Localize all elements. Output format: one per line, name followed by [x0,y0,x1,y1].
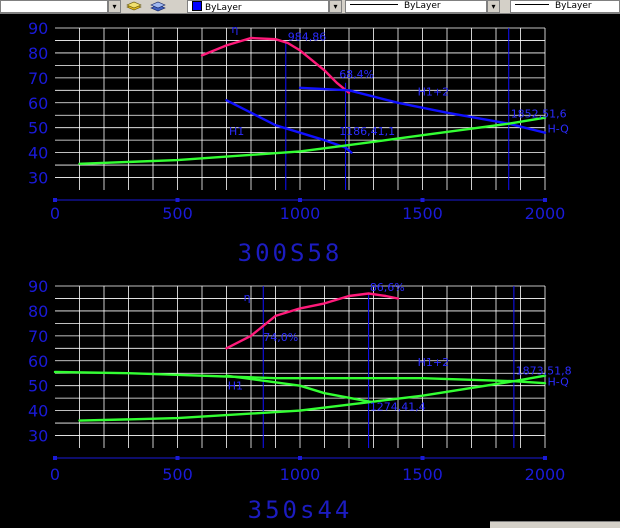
chart-300s58: 30 40 50 60 70 80 90 0 500 1000 1500 2000 η 984,86 68,… [28,19,569,267]
color-swatch [192,1,202,11]
series-line-- [200,36,351,94]
y-tick-label: 50 [28,377,48,396]
x-tick-label: 1500 [402,465,443,484]
annotation-label: η [244,291,251,304]
layer-dropdown-arrow[interactable]: ▾ [108,0,121,13]
x-tick-label: 500 [162,204,193,223]
series-line-h1 [225,374,373,404]
lineweight-control[interactable]: ByLayer [510,0,620,13]
annotation-label: 68,4% [339,68,374,81]
make-layer-current-icon[interactable] [126,1,142,12]
x-tick-dot [543,198,547,202]
annotation-label: η [231,23,238,36]
x-tick-dot [53,456,57,460]
linetype-control[interactable]: ByLayer [345,0,487,13]
annotation-label: 1274,41,4 [370,401,426,414]
x-tick-label: 1000 [280,465,321,484]
annotation-label: H1 [228,379,243,392]
series-line-- [225,292,400,350]
y-tick-label: 70 [28,69,48,88]
y-tick-label: 30 [28,427,48,446]
chart-title: 300S58 [238,239,343,267]
y-tick-label: 40 [28,144,48,163]
x-tick-dot [298,456,302,460]
y-tick-label: 80 [28,44,48,63]
linetype-control-arrow[interactable]: ▾ [487,0,500,13]
series-line-h-q [78,116,547,165]
linetype-control-label: ByLayer [404,1,441,11]
chart-title: 350s44 [248,496,353,524]
layer-previous-icon[interactable] [150,1,166,12]
x-tick-label: 0 [50,204,60,223]
color-control[interactable]: ByLayer [187,0,329,13]
annotation-label: 86,6% [370,281,405,294]
series-line-h1-2 [298,86,547,134]
annotation-label: H1+2 [418,85,450,98]
x-tick-label: 1500 [402,204,443,223]
properties-toolbar: ▾ ByLayer ▾ ByLayer ▾ ByLayer [0,0,620,14]
annotation-label: 984,86 [288,30,327,43]
color-control-arrow[interactable]: ▾ [329,0,342,13]
lineweight-control-label: ByLayer [555,1,592,11]
y-tick-label: 90 [28,19,48,38]
x-tick-dot [175,198,180,202]
x-tick-dot [420,198,425,202]
x-tick-label: 2000 [525,204,566,223]
x-tick-dot [175,456,180,460]
y-tick-label: 30 [28,169,48,188]
x-tick-label: 0 [50,465,60,484]
x-tick-dot [298,198,302,202]
x-tick-label: 1000 [280,204,321,223]
y-tick-label: 50 [28,119,48,138]
y-tick-label: 70 [28,327,48,346]
linetype-sample [350,4,398,5]
y-tick-label: 60 [28,94,48,113]
status-strip [490,521,620,528]
x-tick-label: 2000 [525,465,566,484]
x-tick-label: 500 [162,465,193,484]
layer-dropdown[interactable] [0,0,108,13]
annotation-label: 1873,51,8 [516,364,572,377]
x-tick-dot [420,456,425,460]
series-line-h1-2 [53,370,547,385]
annotation-label: H-Q [547,123,569,136]
x-tick-dot [53,198,57,202]
y-tick-label: 90 [28,277,48,296]
annotation-label: H1+2 [418,356,450,369]
series-line-h1 [225,99,353,154]
annotation-label: 74,0% [263,331,298,344]
annotation-label: 1186,41,1 [339,125,395,138]
color-control-label: ByLayer [205,3,242,13]
lineweight-sample [515,4,549,5]
y-tick-label: 80 [28,302,48,321]
annotation-label: H-Q [547,376,569,389]
y-tick-label: 60 [28,352,48,371]
chart-350s44: 30 40 50 60 70 80 90 0 500 1000 1500 2000 η 86,6% 74,0… [28,277,572,524]
annotation-label: 1852,51,6 [511,108,567,121]
series-line-h-q [78,374,547,422]
x-tick-dot [543,456,547,460]
annotation-label: H1 [229,125,244,138]
y-tick-label: 40 [28,402,48,421]
